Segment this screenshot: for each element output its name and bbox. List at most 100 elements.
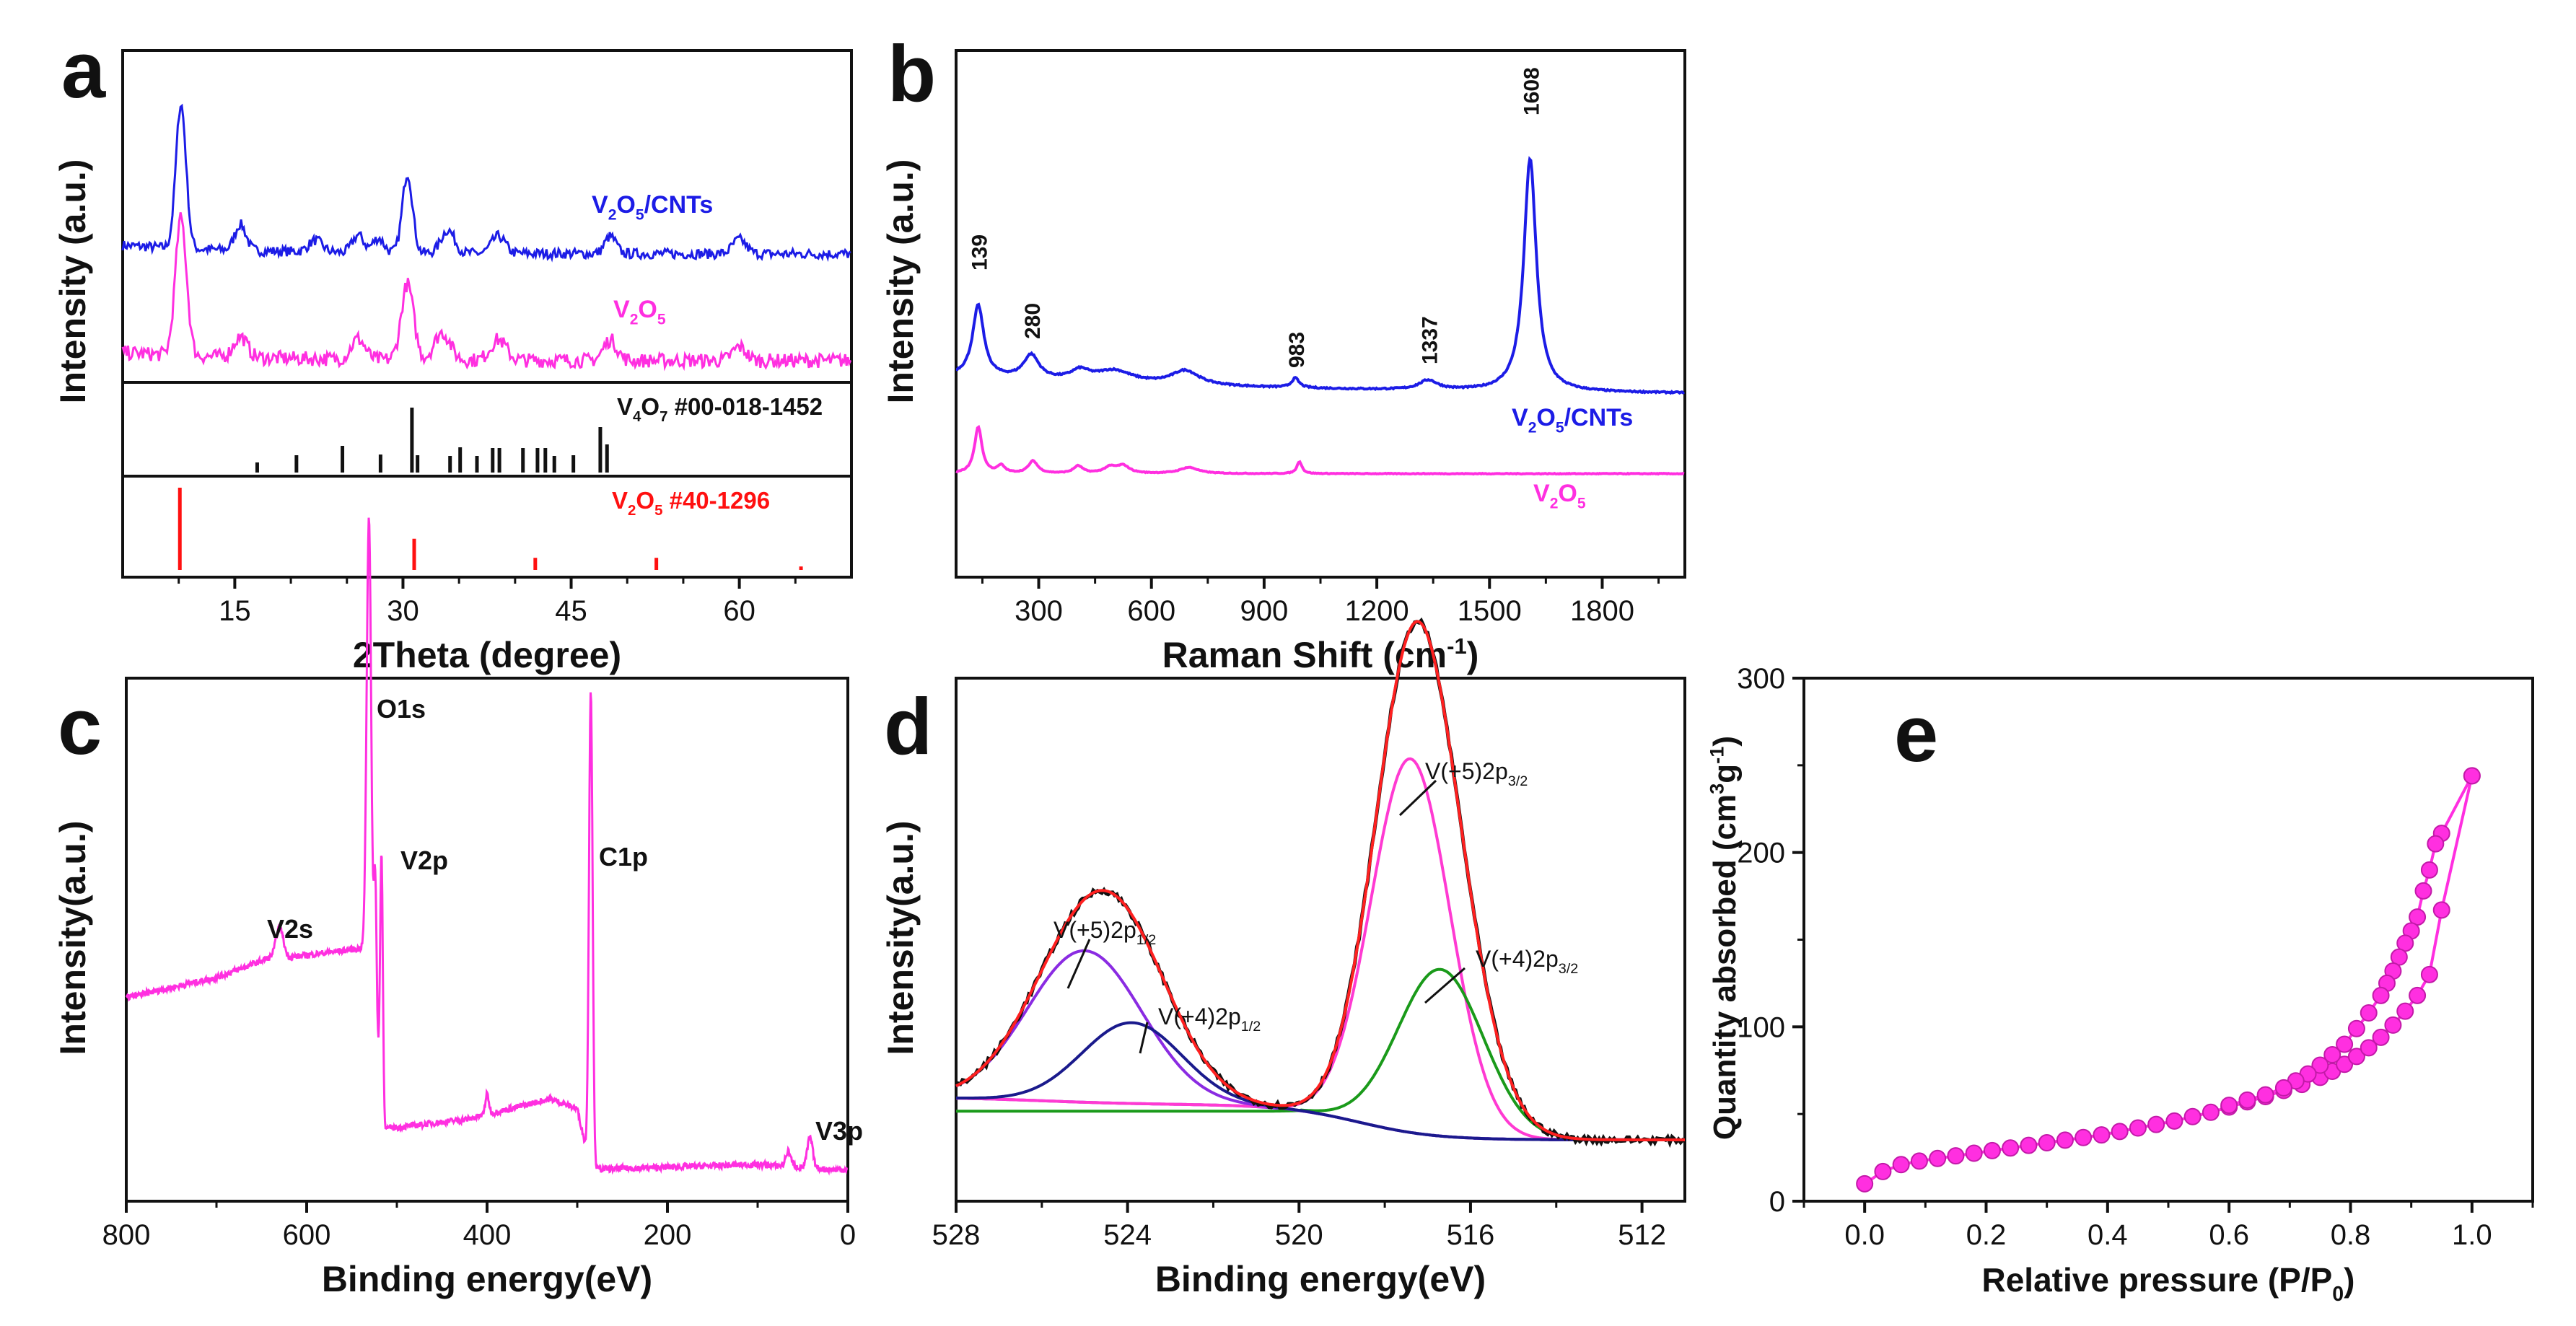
panel-e-xlabel-part: 0	[2332, 1283, 2344, 1306]
panel-d-annotation-part: 1/2	[1241, 1019, 1261, 1035]
panel-e-point-0	[2409, 986, 2427, 1004]
panel-e-point-0	[2347, 1048, 2365, 1066]
panel-e-point-1	[2463, 767, 2481, 785]
panel-c-peak-label: V2p	[400, 846, 448, 875]
panel-c-peak-label: C1p	[599, 842, 648, 871]
panel-a-ref-label-1-part: O	[636, 487, 654, 514]
panel-e-point-1	[2427, 835, 2445, 853]
panel-e-point-1	[2238, 1091, 2256, 1109]
panel-b-peak-label: 139	[968, 234, 992, 271]
panel-b-x-tick-label: 1800	[1570, 595, 1634, 627]
panel-c-xlabel: Binding energy(eV)	[322, 1259, 652, 1299]
panel-d-letter: d	[884, 682, 932, 771]
panel-d-arrow	[1139, 1022, 1149, 1054]
panel-e-xlabel-part: )	[2344, 1261, 2354, 1299]
panel-e-point-1	[2256, 1086, 2274, 1104]
panel-e-point-1	[2372, 986, 2390, 1004]
panel-d-annotation-part: V(+4)2p	[1158, 1004, 1241, 1029]
panel-b-x-tick-label: 300	[1015, 595, 1063, 627]
panel-e-xlabel-part: Relative pressure (P/P	[1982, 1261, 2333, 1299]
panel-a-label-v2o5-cnts-part: /CNTs	[644, 191, 714, 219]
panel-e-y-tick-label: 0	[1769, 1186, 1785, 1218]
panel-d-fit-envelope	[955, 620, 1685, 1141]
panel-a-ref-label-0-part: #00-018-1452	[667, 393, 823, 420]
panel-b-xlabel-part: )	[1467, 635, 1479, 675]
panel-a-label-v2o5-cnts-part: 5	[636, 207, 644, 224]
panel-e-x-tick-label: 1.0	[2452, 1219, 2492, 1251]
panel-e-point-0	[1929, 1149, 1947, 1167]
panel-e-ylabel: Quantity absorbed (cm3g-1)	[1705, 736, 1743, 1140]
panel-a-ref-label-1: V2O5 #40-1296	[612, 487, 770, 519]
panel-a-ref-label-0-part: V	[617, 393, 633, 420]
panel-d-annotation: V(+5)2p1/2	[1053, 917, 1156, 948]
panel-e-point-0	[2020, 1136, 2038, 1154]
panel-e-point-0	[2147, 1115, 2165, 1133]
panel-d-arrow	[1398, 779, 1437, 817]
panel-a-frame	[121, 49, 853, 579]
panel-c-letter: c	[58, 682, 102, 771]
panel-e-point-0	[2038, 1134, 2056, 1152]
panel-a-xlabel: 2Theta (degree)	[353, 635, 621, 675]
panel-d-ylabel: Intensity(a.u.)	[880, 820, 921, 1055]
panel-e-y-tick-label: 200	[1737, 838, 1785, 869]
panel-e-point-1	[2414, 882, 2432, 900]
panel-a-x-tick-label: 60	[723, 595, 755, 627]
panel-e-point-1	[2360, 1004, 2378, 1022]
panel-e-x-tick-label: 0.6	[2209, 1219, 2249, 1251]
panel-d-component-5	[955, 1021, 1685, 1141]
panel-a-ref-label-1-part: V	[612, 487, 628, 514]
panel-e-point-0	[2372, 1028, 2390, 1046]
panel-c-x-tick-label: 200	[644, 1219, 692, 1251]
panel-a-label-v2o5-cnts-part: 2	[608, 207, 617, 224]
panel-e-letter: e	[1894, 690, 1938, 778]
panel-e-point-0	[2111, 1123, 2129, 1141]
panel-e-point-0	[1965, 1144, 1983, 1162]
panel-d-annotation-part: V(+5)2p	[1053, 917, 1136, 943]
panel-c-frame	[125, 677, 849, 1203]
panel-d-annotation-part: 1/2	[1136, 932, 1157, 948]
panel-e-x-tick-label: 0.4	[2087, 1219, 2128, 1251]
panel-b-label-v2o5-part: 2	[1550, 496, 1559, 512]
panel-d-x-tick-label: 524	[1103, 1219, 1152, 1251]
panel-d-arrow	[1424, 967, 1466, 1004]
panel-b-label-v2o5-cnts-part: V	[1512, 404, 1528, 431]
panel-b-label-v2o5-part: O	[1558, 480, 1577, 507]
panel-e-xlabel: Relative pressure (P/P0)	[1982, 1261, 2355, 1306]
panel-a-label-v2o5-part: 5	[657, 312, 666, 328]
panel-b-label-v2o5-part: V	[1533, 480, 1550, 507]
panel-e-point-0	[2396, 1002, 2414, 1020]
panel-e-y-tick-label: 100	[1737, 1011, 1785, 1043]
panel-a-series-1	[121, 212, 852, 372]
panel-b-x-tick-label: 900	[1240, 595, 1289, 627]
panel-e-point-0	[1874, 1162, 1892, 1180]
panel-b-peak-label: 280	[1021, 303, 1045, 339]
panel-e-point-0	[2183, 1107, 2202, 1125]
panel-a-label-v2o5-part: 2	[630, 312, 639, 328]
panel-a-label-v2o5-part: V	[613, 296, 630, 323]
panel-e-point-0	[1892, 1156, 1910, 1174]
panel-d-annotation: V(+4)2p3/2	[1476, 946, 1578, 977]
panel-d-x-tick-label: 512	[1618, 1219, 1666, 1251]
panel-d-annotation-part: V(+4)2p	[1476, 946, 1559, 972]
panel-e-point-1	[2420, 861, 2438, 879]
panel-e-point-1	[2220, 1097, 2238, 1115]
panel-a-letter: a	[61, 26, 106, 115]
panel-c-peak-label: V3p	[815, 1116, 863, 1146]
panel-b-peak-label: 1337	[1418, 316, 1442, 364]
panel-b-label-v2o5-cnts-part: O	[1536, 404, 1555, 431]
panel-b-label-v2o5-cnts-part: 2	[1528, 420, 1537, 436]
panel-e-point-0	[2336, 1055, 2354, 1073]
panel-c-series	[125, 517, 849, 1176]
panel-e-point-0	[2129, 1119, 2147, 1137]
panel-a-x-tick-label: 30	[387, 595, 419, 627]
panel-d-annotation-part: 3/2	[1559, 961, 1579, 977]
panel-c-x-tick-label: 800	[102, 1219, 151, 1251]
panel-e-point-0	[2202, 1103, 2220, 1121]
panel-b-label-v2o5-part: 5	[1577, 496, 1586, 512]
panel-e-x-tick-label: 0.0	[1844, 1219, 1885, 1251]
panel-e-y-tick-label: 300	[1737, 663, 1785, 695]
panel-a-x-tick-label: 45	[555, 595, 587, 627]
panel-b-xlabel-part: -1	[1447, 633, 1467, 659]
panel-c-peak-label: V2s	[267, 914, 313, 944]
panel-b-ylabel: Intensity (a.u.)	[880, 159, 921, 404]
